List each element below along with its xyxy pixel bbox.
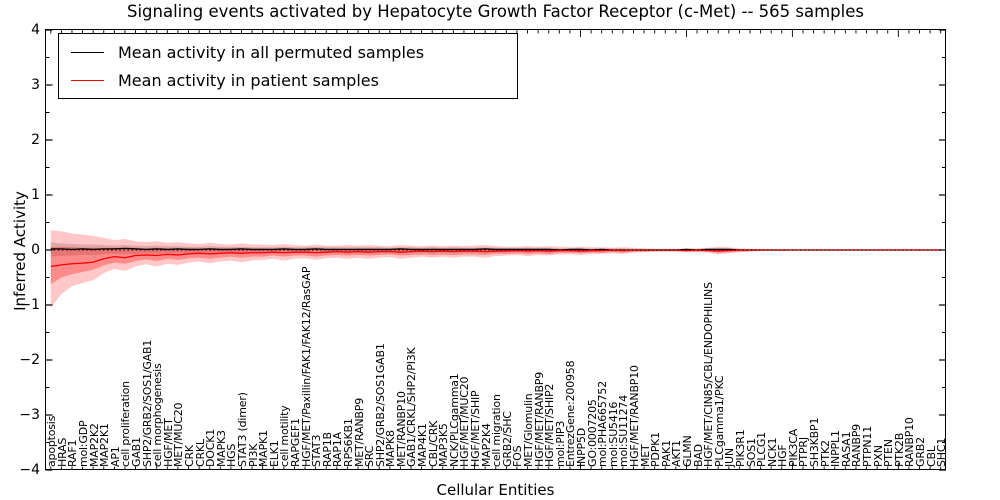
y-tick-label: −1 [19,297,40,313]
y-tick-label: −3 [19,407,40,423]
legend-item-permuted: Mean activity in all permuted samples [59,43,517,62]
y-tick-label: −4 [19,462,40,478]
y-tick-label: 4 [31,22,40,38]
x-category-label: SHC1 [935,437,949,467]
legend-label-permuted: Mean activity in all permuted samples [118,42,425,62]
permuted-line-swatch-icon [71,51,104,53]
legend-item-patient: Mean activity in patient samples [59,71,517,90]
patient-inner-band [50,246,941,285]
y-tick-label: 3 [31,77,40,93]
y-tick-label: −2 [19,352,40,368]
patient-line-swatch-icon [71,79,104,81]
legend: Mean activity in all permuted samples Me… [58,33,518,99]
chart-title: Signaling events activated by Hepatocyte… [127,2,864,21]
x-axis-label: Cellular Entities [436,481,555,499]
patient-outer-band [50,230,941,308]
legend-label-patient: Mean activity in patient samples [118,70,379,90]
y-tick-label: 1 [31,187,40,203]
y-tick-label: 2 [31,132,40,148]
y-tick-label: 0 [31,242,40,258]
